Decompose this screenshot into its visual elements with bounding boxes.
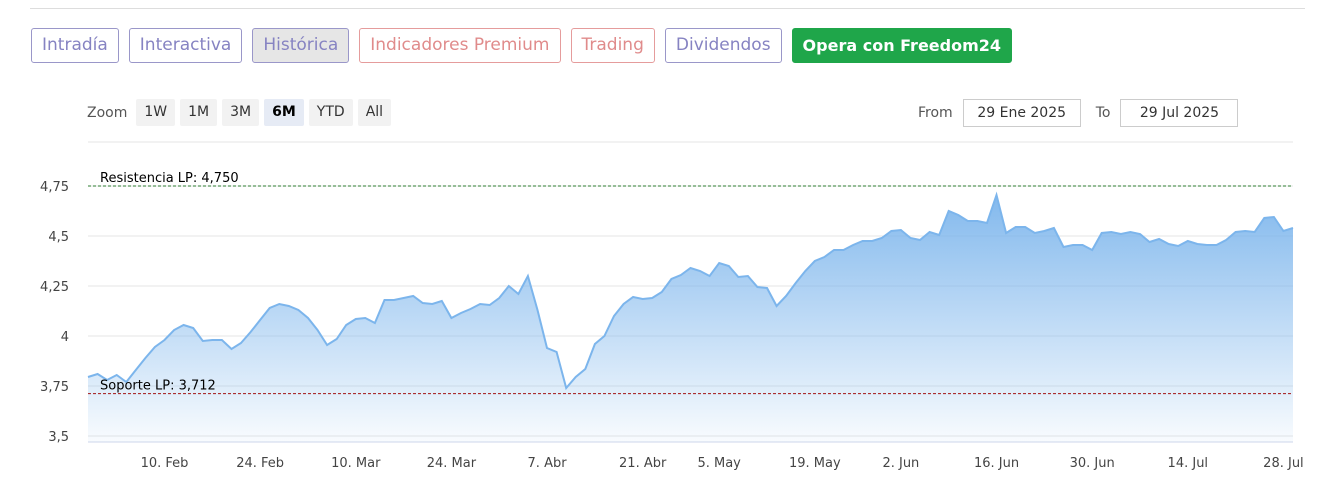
reference-label: Resistencia LP: 4,750	[100, 171, 239, 186]
zoom-button[interactable]: 3M	[222, 99, 260, 126]
y-tick-label: 4,75	[40, 180, 69, 195]
tab[interactable]: Trading	[570, 28, 655, 63]
divider	[30, 8, 1305, 9]
x-tick-label: 14. Jul	[1168, 456, 1209, 471]
reference-label: Soporte LP: 3,712	[100, 379, 216, 394]
to-input[interactable]: 29 Jul 2025	[1120, 99, 1239, 127]
y-tick-label: 4,25	[40, 280, 69, 295]
tab[interactable]: Intradía	[31, 28, 119, 63]
area	[88, 195, 1293, 442]
x-tick-label: 16. Jun	[974, 456, 1019, 471]
zoom-button[interactable]: YTD	[308, 99, 353, 126]
y-tick-label: 3,5	[48, 430, 69, 445]
zoom-button[interactable]: All	[357, 99, 392, 126]
x-tick-label: 24. Feb	[236, 456, 284, 471]
y-tick-label: 4	[61, 330, 69, 345]
x-tick-label: 2. Jun	[882, 456, 919, 471]
from-label: From	[918, 105, 953, 121]
tab[interactable]: Dividendos	[664, 28, 782, 63]
tab[interactable]: Interactiva	[128, 28, 243, 63]
y-tick-label: 4,5	[48, 230, 69, 245]
y-tick-label: 3,75	[40, 380, 69, 395]
tab-bar: Intradía Interactiva Histórica Indicadores …	[31, 28, 1013, 63]
tab[interactable]: Histórica	[252, 28, 350, 63]
zoom-label: Zoom	[87, 104, 128, 121]
x-tick-label: 10. Feb	[141, 456, 189, 471]
x-tick-label: 24. Mar	[427, 456, 477, 471]
x-tick-label: 7. Abr	[528, 456, 568, 471]
line	[87, 191, 1294, 391]
x-tick-label: 19. May	[789, 456, 841, 471]
tab[interactable]: Indicadores Premium	[359, 28, 561, 63]
tab[interactable]: Opera con Freedom24	[791, 28, 1013, 63]
x-tick-label: 28. Jul	[1263, 456, 1304, 471]
x-tick-label: 21. Abr	[619, 456, 667, 471]
to-label: To	[1095, 105, 1111, 121]
from-input[interactable]: 29 Ene 2025	[962, 99, 1081, 127]
date-range: From 29 Ene 2025 To 29 Jul 2025	[918, 99, 1239, 127]
zoom-bar: Zoom 1W 1M 3M 6M YTD All	[87, 99, 392, 126]
zoom-button[interactable]: 6M	[264, 99, 304, 126]
zoom-button[interactable]: 1W	[136, 99, 176, 126]
zoom-button[interactable]: 1M	[180, 99, 218, 126]
x-tick-label: 10. Mar	[331, 456, 381, 471]
x-tick-label: 5. May	[697, 456, 741, 471]
x-tick-label: 30. Jun	[1070, 456, 1115, 471]
